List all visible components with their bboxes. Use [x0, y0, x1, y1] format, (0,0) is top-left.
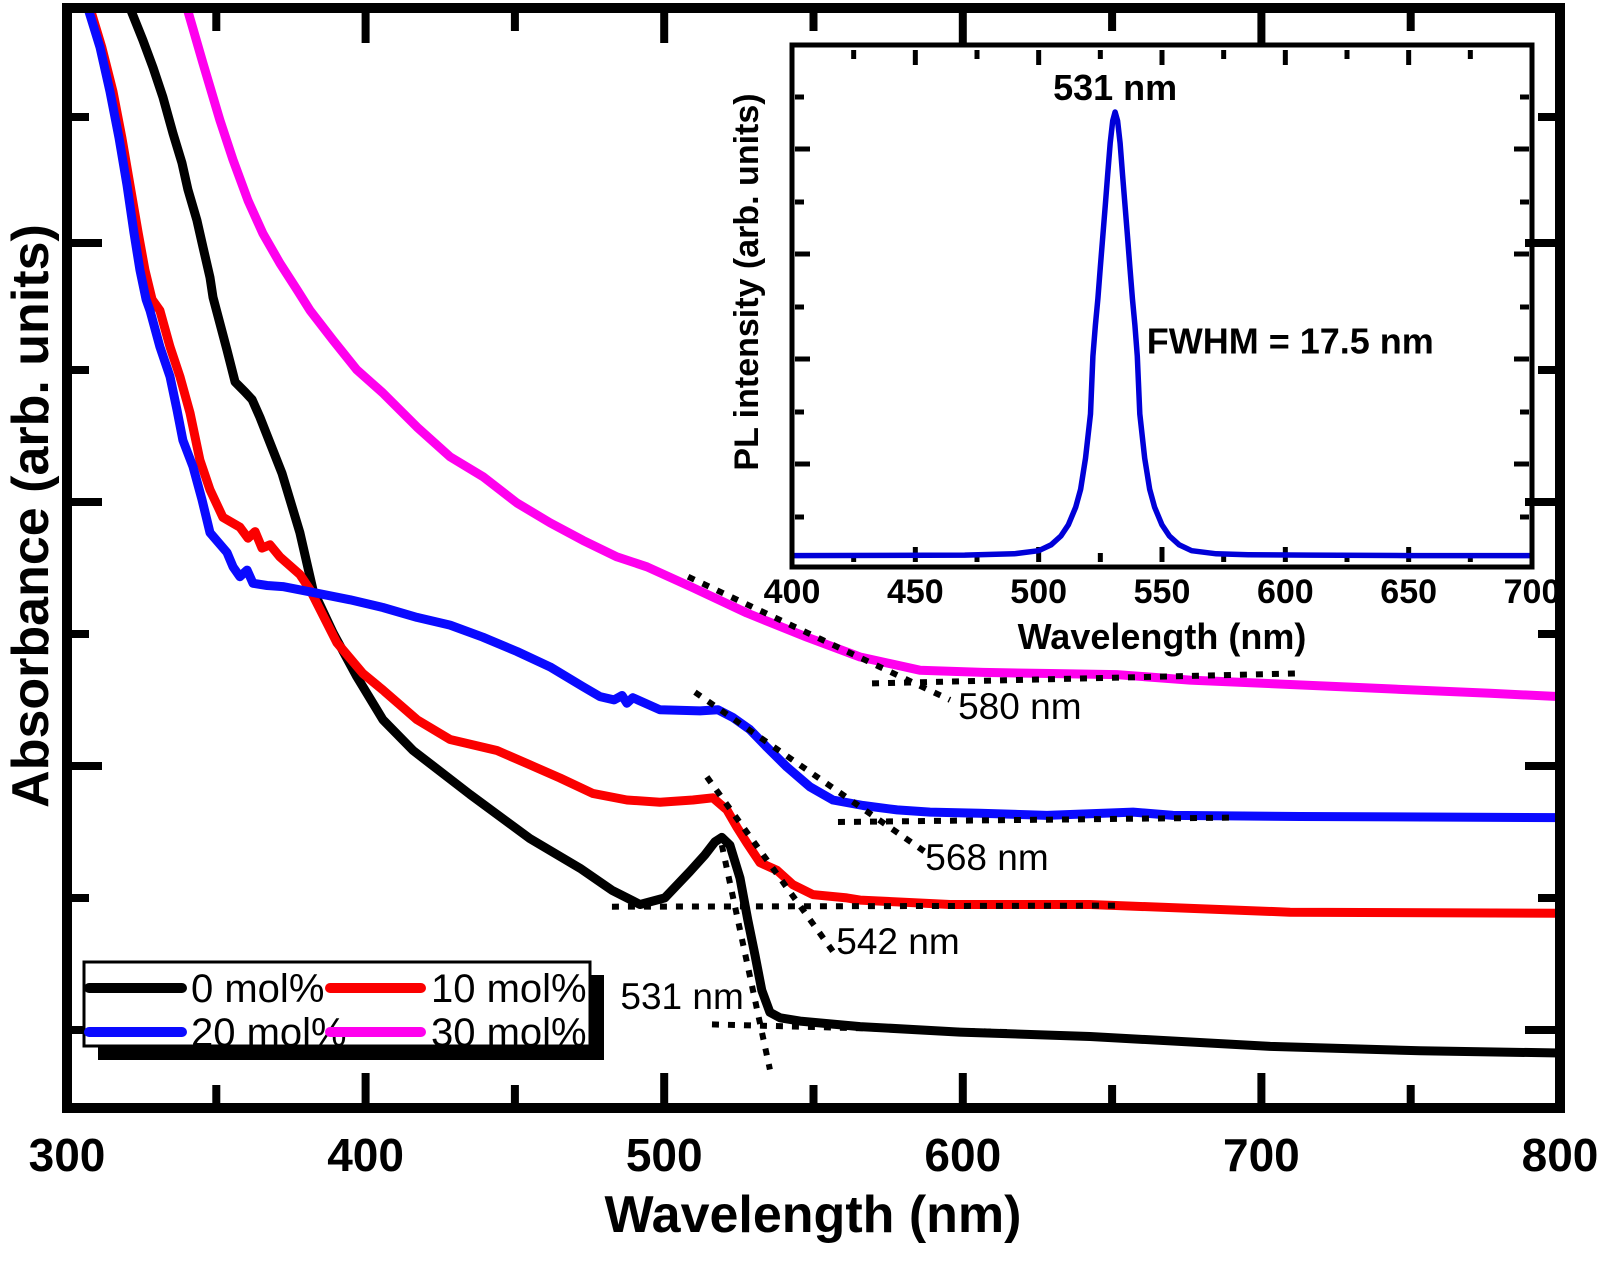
inset-plot-frame [789, 42, 1535, 570]
x-tick-label: 400 [327, 1129, 404, 1181]
main-y-axis-title: Absorbance (arb. units) [2, 224, 60, 808]
inset-x-tick-label: 500 [1010, 573, 1067, 611]
inset-x-tick-label: 650 [1380, 573, 1437, 611]
x-tick-label: 300 [29, 1129, 106, 1181]
bandgap-label: 580 nm [958, 686, 1081, 727]
main-x-tick-labels: 300 400 500 600 700 800 [29, 1129, 1599, 1181]
x-tick-label: 700 [1223, 1129, 1300, 1181]
inset-pl-curve [791, 109, 1532, 559]
tangent-dotted-line [704, 775, 841, 961]
curve-30mol [182, 3, 1565, 702]
inset-x-tick-label: 400 [764, 573, 821, 611]
main-plot-frame [62, 3, 1565, 1113]
x-tick-label: 800 [1522, 1129, 1599, 1181]
baseline-dotted-line [711, 1021, 1011, 1036]
bandgap-label: 531 nm [620, 976, 743, 1017]
inset-x-tick-label: 600 [1257, 573, 1314, 611]
legend-label: 10 mol% [431, 967, 587, 1011]
legend: 0 mol% 10 mol% 20 mol% 30 mol% [82, 960, 604, 1060]
inset-x-tick-label: 700 [1504, 573, 1561, 611]
inset-x-tick-label: 550 [1134, 573, 1191, 611]
baseline-dotted-line [837, 814, 1236, 825]
main-curves [83, 3, 1565, 1058]
x-tick-label: 600 [924, 1129, 1001, 1181]
tangent-dotted-line [686, 573, 952, 703]
baseline-dotted-line [611, 902, 1120, 910]
legend-label: 30 mol% [431, 1011, 587, 1055]
bandgap-label: 568 nm [925, 837, 1048, 878]
inset-x-axis-title: Wavelength (nm) [1018, 616, 1307, 657]
inset-annotation-label: 531 nm [1053, 67, 1177, 108]
inset-annotation-label: FWHM = 17.5 nm [1147, 320, 1434, 361]
inset-curve [791, 109, 1532, 559]
curve-0mol [125, 3, 1565, 1058]
x-tick-label: 500 [626, 1129, 703, 1181]
legend-label: 20 mol% [191, 1011, 347, 1055]
inset-x-tick-labels: 400 450 500 550 600 650 700 [764, 573, 1561, 611]
inset-axis-ticks [789, 50, 1535, 562]
bandgap-annotations: 580 nm 568 nm 542 nm 531 nm [611, 573, 1296, 1071]
inset-y-axis-title: PL intensity (arb. units) [728, 93, 766, 470]
inset-x-tick-label: 450 [887, 573, 944, 611]
bandgap-label: 542 nm [836, 921, 959, 962]
tangent-dotted-line [718, 844, 773, 1071]
inset-plot: 400 450 500 550 600 650 700 531 nm FWHM = 17.5 … [728, 42, 1561, 657]
main-x-axis-title: Wavelength (nm) [605, 1186, 1022, 1244]
inset-annotations: 531 nm FWHM = 17.5 nm [1053, 67, 1434, 361]
curve-20mol [83, 3, 1565, 823]
legend-label: 0 mol% [191, 967, 324, 1011]
curve-10mol [85, 3, 1565, 918]
main-plot: 580 nm 568 nm 542 nm 531 nm 300 400 500 600 700… [2, 3, 1599, 1244]
baseline-dotted-line [871, 670, 1296, 687]
